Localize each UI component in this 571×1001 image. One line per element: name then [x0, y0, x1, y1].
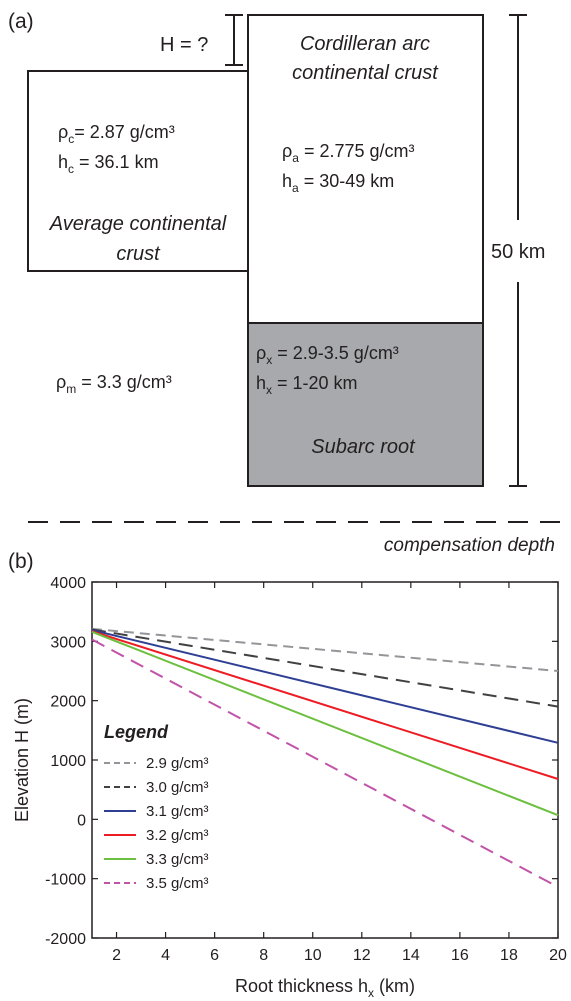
avg-crust-title-line2: crust [116, 243, 161, 265]
x-axis-label: Root thickness hx (km) [235, 976, 415, 1000]
y-tick-label: 1000 [50, 753, 86, 770]
avg-crust-density: ρc= 2.87 g/cm³ [58, 122, 175, 146]
height-bracket [225, 14, 243, 66]
x-tick-label: 6 [210, 947, 219, 964]
arc-crust-thickness: ha = 30-49 km [282, 171, 394, 195]
avg-crust-thickness: hc = 36.1 km [58, 152, 159, 176]
series-line [91, 630, 559, 817]
series-line [91, 630, 559, 780]
legend-entry: 3.5 g/cm³ [146, 875, 209, 892]
root-title: Subarc root [311, 436, 416, 458]
y-tick-label: 0 [77, 812, 86, 829]
mantle-density: ρm = 3.3 g/cm³ [56, 372, 172, 396]
arc-crust-box [247, 14, 484, 324]
subarc-root-box [247, 322, 484, 487]
arc-crust-title-line1: Cordilleran arc [300, 33, 430, 55]
panel-a-label: (a) [8, 10, 34, 33]
arc-crust-title-line2: continental crust [292, 62, 439, 84]
depth-scale-label: 50 km [491, 241, 545, 263]
y-axis-label: Elevation H (m) [12, 698, 32, 822]
x-tick-label: 12 [353, 947, 371, 964]
compensation-depth-label: compensation depth [384, 535, 555, 556]
series-lines [91, 627, 559, 888]
y-tick-label: -1000 [45, 872, 86, 889]
y-tick-label: 3000 [50, 634, 86, 651]
root-density: ρx = 2.9-3.5 g/cm³ [256, 343, 399, 367]
y-tick-label: -2000 [45, 931, 86, 948]
legend-entry: 2.9 g/cm³ [146, 755, 209, 772]
panel-b-label: (b) [8, 550, 34, 573]
legend: Legend 2.9 g/cm³ 3.0 g/cm³ 3.1 g/cm³ 3.2 g/… [104, 722, 209, 892]
x-tick-label: 16 [451, 947, 469, 964]
y-tick-label: 2000 [50, 694, 86, 711]
unknown-height-label: H = ? [160, 34, 208, 56]
x-tick-label: 2 [112, 947, 121, 964]
depth-scale-bar [509, 14, 527, 487]
x-tick-label: 20 [549, 947, 567, 964]
average-crust-box [27, 70, 249, 272]
series-line [91, 629, 559, 744]
series-line [91, 627, 559, 672]
x-tick-label: 18 [500, 947, 518, 964]
arc-crust-density: ρa = 2.775 g/cm³ [282, 141, 415, 165]
axis-ticks: 2 4 6 8 10 12 14 16 18 20 -2000 -1000 0 1000 2000 3000 4… [45, 575, 567, 964]
x-tick-label: 14 [402, 947, 420, 964]
legend-entry: 3.0 g/cm³ [146, 779, 209, 796]
elevation-chart: 2 4 6 8 10 12 14 16 18 20 -2000 -1000 0 1000 2000 3000 4… [45, 575, 567, 964]
x-tick-label: 4 [161, 947, 170, 964]
legend-title: Legend [104, 722, 169, 742]
avg-crust-title-line1: Average continental [49, 213, 227, 235]
x-tick-label: 10 [304, 947, 322, 964]
legend-entry: 3.2 g/cm³ [146, 827, 209, 844]
root-thickness: hx = 1-20 km [256, 373, 358, 397]
x-tick-label: 8 [259, 947, 268, 964]
series-line [91, 628, 559, 708]
legend-entry: 3.3 g/cm³ [146, 851, 209, 868]
y-tick-label: 4000 [50, 575, 86, 592]
legend-entry: 3.1 g/cm³ [146, 803, 209, 820]
